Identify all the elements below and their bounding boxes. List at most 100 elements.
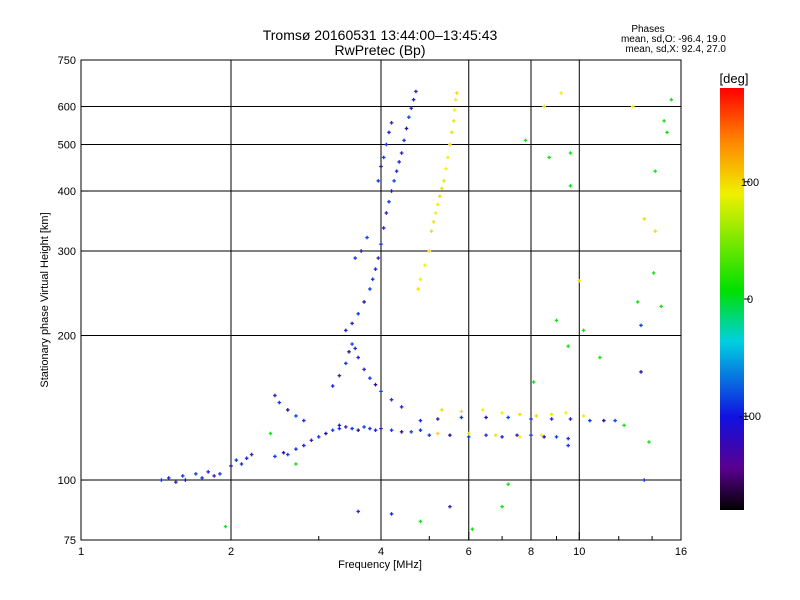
data-point [373, 382, 378, 387]
data-point [381, 226, 386, 230]
data-point [500, 435, 504, 439]
data-point [642, 478, 647, 482]
colorbar-ticks: 100 0 -100 [739, 177, 761, 423]
data-point [409, 430, 414, 434]
data-point [285, 452, 290, 457]
data-point [344, 425, 348, 429]
phases-mean-x: mean, sd,X: 92.4, 27.0 [625, 44, 726, 55]
data-point [294, 462, 298, 466]
data-point [368, 287, 372, 291]
data-point [653, 229, 657, 233]
data-point [362, 425, 366, 429]
data-point [459, 409, 464, 414]
data-point [534, 414, 539, 418]
data-point [244, 456, 249, 461]
data-points [159, 89, 674, 531]
data-point [448, 142, 452, 147]
data-point [384, 142, 389, 147]
data-point [387, 199, 391, 204]
data-point [350, 342, 354, 346]
x-axis-label: Frequency [MHz] [338, 559, 422, 571]
data-point [174, 480, 178, 484]
y-tick-label: 100 [58, 475, 76, 487]
data-point [515, 433, 519, 437]
data-point [330, 384, 335, 388]
data-point [418, 428, 423, 433]
data-point [344, 361, 348, 366]
data-point [368, 376, 372, 380]
data-point [659, 304, 663, 309]
data-point [639, 323, 643, 328]
x-tick-label: 10 [573, 546, 585, 558]
y-tick-label: 500 [58, 140, 76, 152]
data-point [653, 169, 657, 173]
data-point [518, 412, 522, 417]
data-point [549, 417, 554, 421]
data-point [356, 509, 360, 514]
data-point [249, 452, 254, 457]
data-point [234, 458, 239, 462]
data-point [566, 443, 570, 448]
data-point [379, 242, 383, 246]
data-point [459, 415, 464, 420]
data-point [200, 476, 204, 480]
data-point [373, 428, 378, 433]
data-point [542, 435, 546, 439]
data-point [353, 256, 357, 260]
data-point [356, 311, 360, 316]
data-point [455, 91, 459, 95]
y-tick-label: 200 [58, 331, 76, 343]
data-point [159, 478, 164, 482]
data-point [500, 411, 504, 415]
data-point [480, 408, 485, 412]
data-point [223, 524, 228, 529]
data-point [409, 106, 414, 111]
data-point [218, 472, 222, 476]
data-point [389, 120, 394, 125]
data-point [370, 277, 375, 282]
data-point [622, 423, 626, 428]
data-point [427, 433, 432, 437]
data-point [416, 287, 420, 291]
data-point [442, 179, 446, 183]
data-point [285, 408, 290, 412]
data-point [440, 186, 444, 191]
data-point [394, 169, 399, 173]
data-point [353, 346, 357, 351]
data-point [577, 279, 582, 283]
colorbar-tick-label: 0 [747, 294, 753, 306]
data-point [350, 321, 354, 326]
y-tick-label: 600 [58, 102, 76, 114]
chart-title: Tromsø 20160531 13:44:00–13:45:43 [263, 27, 498, 43]
data-point [547, 155, 551, 160]
data-point [484, 433, 488, 437]
data-point [402, 138, 406, 143]
grid-lines [81, 60, 681, 540]
data-point [559, 91, 564, 95]
data-point [581, 414, 586, 418]
data-point [427, 249, 432, 253]
y-tick-label: 750 [58, 55, 76, 67]
data-point [669, 97, 674, 102]
data-point [330, 428, 335, 433]
data-point [466, 435, 471, 439]
data-point [411, 97, 416, 102]
data-point [435, 202, 440, 207]
data-point [166, 476, 171, 480]
data-point [399, 430, 404, 434]
y-axis: 75 100 200 300 400 500 600 750 [58, 55, 89, 547]
data-point [438, 194, 442, 199]
data-point [362, 300, 366, 304]
colorbar-label: [deg] [720, 71, 749, 86]
data-point [194, 472, 198, 476]
data-point [281, 450, 286, 455]
data-point [368, 426, 372, 431]
data-point [407, 115, 411, 120]
data-point [239, 462, 244, 466]
data-point [642, 217, 647, 221]
data-point [433, 211, 438, 215]
data-point [350, 426, 354, 431]
data-point [448, 504, 452, 509]
data-point [484, 415, 488, 420]
